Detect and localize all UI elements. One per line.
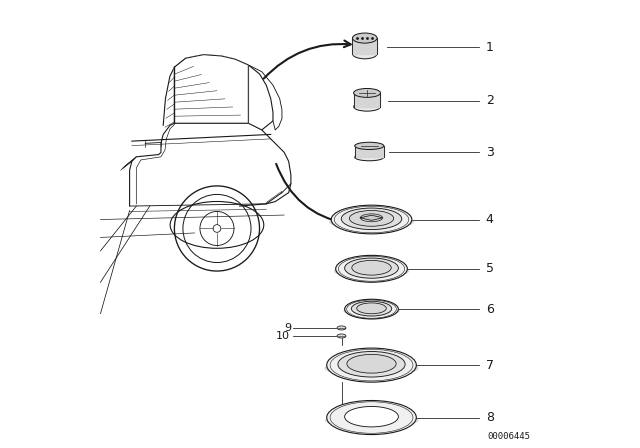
Ellipse shape <box>360 214 383 222</box>
Ellipse shape <box>343 306 400 316</box>
Ellipse shape <box>356 303 387 314</box>
Ellipse shape <box>351 301 392 316</box>
Ellipse shape <box>355 142 384 150</box>
Ellipse shape <box>344 406 398 427</box>
Ellipse shape <box>335 255 408 282</box>
Ellipse shape <box>352 260 391 275</box>
Ellipse shape <box>338 352 405 377</box>
Text: 10: 10 <box>276 331 290 341</box>
Text: 9: 9 <box>284 323 291 333</box>
Polygon shape <box>355 146 384 157</box>
Ellipse shape <box>347 354 396 373</box>
Ellipse shape <box>337 334 346 338</box>
Ellipse shape <box>326 348 417 382</box>
Text: 4: 4 <box>486 213 493 226</box>
Ellipse shape <box>324 414 419 427</box>
Text: 1: 1 <box>486 40 493 54</box>
Ellipse shape <box>332 205 412 234</box>
Ellipse shape <box>355 154 384 161</box>
Ellipse shape <box>324 360 419 377</box>
Ellipse shape <box>337 326 346 330</box>
Ellipse shape <box>329 215 414 229</box>
Polygon shape <box>353 93 380 107</box>
Text: 8: 8 <box>486 411 494 424</box>
Text: 00006445: 00006445 <box>488 432 531 441</box>
Ellipse shape <box>353 33 377 43</box>
Ellipse shape <box>353 49 377 59</box>
Ellipse shape <box>353 89 380 97</box>
Text: 5: 5 <box>486 262 494 276</box>
Text: 2: 2 <box>486 94 493 108</box>
Ellipse shape <box>344 258 398 278</box>
Text: 6: 6 <box>486 302 493 316</box>
Ellipse shape <box>326 401 417 435</box>
Polygon shape <box>353 38 377 54</box>
Polygon shape <box>174 55 248 123</box>
Ellipse shape <box>349 211 394 226</box>
Ellipse shape <box>334 264 409 278</box>
Ellipse shape <box>344 299 398 319</box>
Text: 7: 7 <box>486 358 494 372</box>
Ellipse shape <box>341 208 402 229</box>
Text: 3: 3 <box>486 146 493 159</box>
Ellipse shape <box>353 102 380 111</box>
